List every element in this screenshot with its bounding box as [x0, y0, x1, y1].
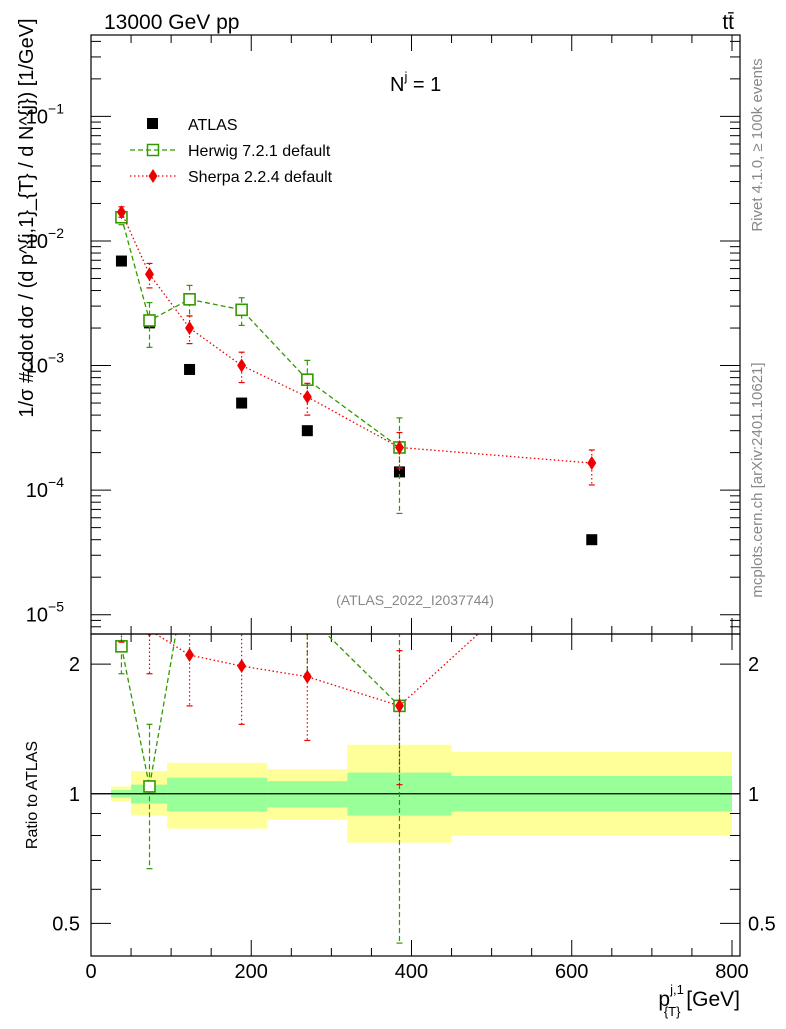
sherpa-point-4 [302, 389, 312, 404]
ratio-band-inner-2 [167, 777, 268, 812]
analysis-watermark: (ATLAS_2022_I2037744) [336, 592, 494, 608]
legend-atlas-label: ATLAS [188, 117, 238, 134]
legend-sherpa-label: Sherpa 2.2.4 default [188, 169, 333, 186]
x-tick-label-0: 0 [85, 961, 96, 983]
sherpa-point-3 [237, 358, 247, 373]
ratio-panel-marks [115, 466, 479, 944]
sherpa-point-2 [185, 321, 195, 336]
ratio-y-tick-label-right-2: 2 [748, 654, 759, 676]
x-tick-label-1: 200 [235, 961, 268, 983]
axis-tick-labels: 0 200 400 600 800 10−5 10−4 10−3 10−2 10−1 0.5 0.5 1… [26, 100, 776, 983]
rivet-label: Rivet 4.1.0, ≥ 100k events [749, 58, 766, 231]
herwig-ratio-point-2 [184, 549, 195, 560]
top-panel-marks [115, 205, 598, 546]
sherpa-point-6 [587, 456, 597, 471]
header-process-label: tt̄ [722, 11, 734, 34]
legend-herwig-marker [146, 143, 160, 157]
top-y-tick-label-0: 10−5 [26, 599, 64, 627]
bottom-y-axis-title: Ratio to ATLAS [24, 741, 41, 849]
sherpa-point-0 [116, 205, 126, 220]
atlas-point-5 [393, 466, 405, 478]
mcplots-label: mcplots.cern.ch [arXiv:2401.10621] [749, 362, 766, 597]
atlas-point-6 [586, 534, 598, 546]
top-y-tick-label-3: 10−2 [26, 225, 64, 253]
sherpa-point-5 [394, 440, 404, 455]
ratio-y-tick-label-left-1: 1 [69, 784, 80, 806]
ratio-uncertainty-bands [91, 744, 740, 843]
sherpa-ratio-point-4 [302, 669, 312, 684]
ratio-panel-frame [90, 633, 741, 957]
sherpa-line [120, 211, 592, 464]
atlas-point-0 [115, 255, 127, 267]
ratio-y-tick-label-right-1: 1 [748, 784, 759, 806]
herwig-point-1 [143, 314, 156, 327]
legend-atlas-marker [147, 118, 158, 129]
top-y-tick-label-2: 10−3 [26, 350, 64, 378]
njet-annotation: Nj = 1 [390, 69, 441, 96]
sherpa-ratio-point-2 [185, 648, 195, 663]
sherpa-ratio-point-3 [237, 659, 247, 674]
sherpa-point-1 [144, 267, 154, 282]
herwig-point-4 [301, 373, 314, 386]
atlas-point-4 [301, 425, 313, 437]
x-tick-label-2: 400 [395, 961, 428, 983]
header-energy-label: 13000 GeV pp [104, 11, 239, 34]
atlas-point-3 [236, 397, 248, 409]
herwig-ratio-point-4 [302, 610, 313, 621]
herwig-ratio-line [120, 634, 400, 787]
ratio-y-tick-label-left-2: 2 [69, 654, 80, 676]
legend-sherpa-marker [148, 169, 158, 183]
herwig-line [120, 217, 400, 448]
herwig-point-2 [183, 293, 196, 306]
top-y-tick-label-1: 10−4 [26, 474, 64, 502]
legend-herwig-label: Herwig 7.2.1 default [188, 143, 331, 160]
top-y-axis-title: 1/σ #cdot dσ / (d p^{j,1}_{T} / d N^{j})… [16, 18, 38, 417]
legend: ATLAS Herwig 7.2.1 default Sherpa 2.2.4 … [130, 117, 333, 186]
herwig-ratio-point-3 [236, 466, 247, 477]
x-tick-label-3: 600 [555, 961, 588, 983]
sherpa-ratio-point-1 [147, 634, 152, 638]
x-axis-title: pj,1 {T} [GeV] [658, 982, 740, 1019]
ratio-y-tick-label-left-0: 0.5 [52, 913, 80, 935]
atlas-point-2 [184, 363, 196, 375]
top-y-tick-label-4: 10−1 [26, 100, 64, 128]
herwig-ratio-point-1 [143, 780, 156, 793]
herwig-point-3 [235, 303, 248, 317]
axis-ticks [90, 35, 740, 956]
sherpa-ratio-line [154, 634, 479, 707]
sherpa-ratio-point-5 [394, 698, 404, 713]
sherpa-ratio-point-0 [117, 619, 126, 633]
ratio-y-tick-label-right-0: 0.5 [748, 913, 776, 935]
x-tick-label-4: 800 [715, 961, 748, 983]
